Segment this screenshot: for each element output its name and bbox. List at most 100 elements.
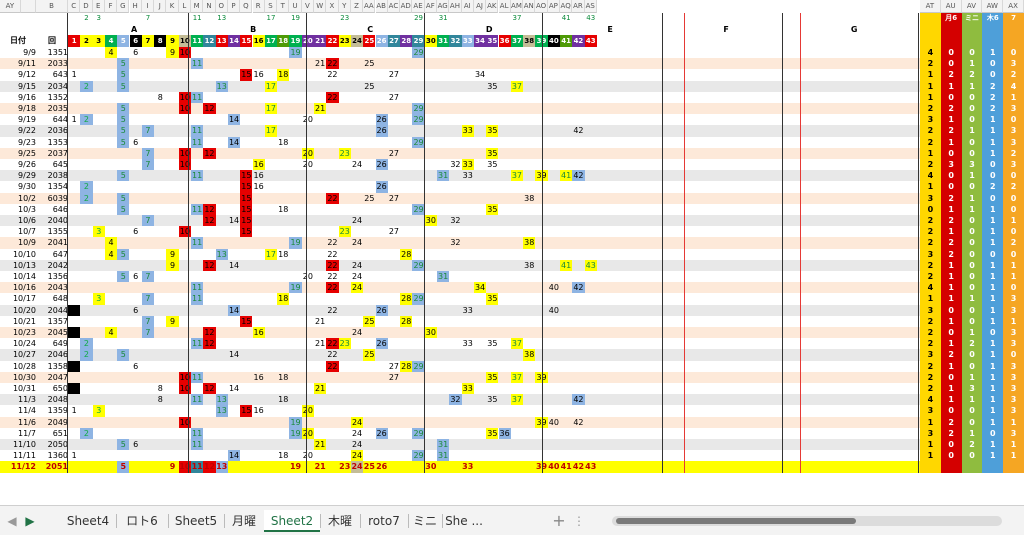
stats-count[interactable]: 0	[969, 361, 975, 371]
stats-count[interactable]: 0	[1010, 350, 1017, 360]
stats-count[interactable]: 1	[948, 361, 954, 371]
header-number[interactable]: 2	[84, 14, 89, 22]
drawn-number[interactable]: 25	[363, 349, 376, 361]
drawn-number[interactable]: 26	[375, 427, 388, 439]
header-number[interactable]: 11	[192, 14, 202, 22]
drawn-number[interactable]: 16	[252, 159, 265, 171]
stats-count[interactable]: 1	[969, 126, 975, 136]
drawn-number[interactable]: 1	[68, 383, 81, 395]
stats-count[interactable]: 0	[1010, 283, 1017, 293]
number-strip-cell[interactable]: 39	[535, 35, 548, 47]
drawn-number[interactable]: 14	[227, 114, 241, 126]
drawn-number[interactable]: 3	[92, 405, 105, 417]
drawn-number[interactable]: 33	[461, 383, 474, 395]
column-header[interactable]: AE	[412, 0, 425, 13]
sheet-tab[interactable]: 月曜	[231, 514, 256, 528]
drawn-number[interactable]: 19	[289, 47, 302, 59]
stats-count[interactable]: 1	[1010, 216, 1017, 225]
row-date[interactable]: 10/20	[12, 305, 36, 315]
number-strip-cell[interactable]: 42	[572, 35, 585, 47]
drawn-number[interactable]: 14	[228, 384, 240, 393]
stats-count[interactable]: 2	[1010, 70, 1017, 80]
stats-count[interactable]: 2	[927, 126, 934, 136]
drawn-number[interactable]: 22	[327, 238, 338, 248]
stats-count[interactable]: 0	[990, 328, 996, 337]
stats-count[interactable]: 1	[969, 204, 975, 214]
drawn-number[interactable]: 11	[191, 394, 204, 406]
row-kai[interactable]: 2045	[47, 328, 68, 337]
row-kai[interactable]: 2033	[47, 59, 68, 69]
drawn-number[interactable]: 35	[486, 371, 499, 383]
column-header[interactable]: AY	[0, 0, 21, 13]
stats-count[interactable]: 4	[927, 283, 934, 293]
drawn-number[interactable]: 39	[535, 371, 548, 383]
drawn-number[interactable]: 11	[191, 371, 204, 383]
row-date[interactable]: 10/10	[12, 249, 36, 259]
stats-count[interactable]: 1	[948, 283, 954, 293]
stats-count[interactable]: 1	[969, 59, 975, 69]
row-date[interactable]: 9/23	[18, 137, 36, 147]
stats-count[interactable]: 1	[990, 227, 996, 237]
number-strip-cell[interactable]: 40	[547, 35, 560, 47]
drawn-number[interactable]: 19	[289, 282, 302, 294]
drawn-number[interactable]: 7	[141, 147, 155, 159]
drawn-number[interactable]: 10	[178, 383, 191, 395]
column-header[interactable]: AM	[510, 0, 524, 13]
column-header[interactable]: Q	[240, 0, 253, 13]
stats-count[interactable]: 3	[1010, 428, 1017, 438]
drawn-number[interactable]: 5	[117, 136, 130, 148]
column-header[interactable]: AQ	[560, 0, 573, 13]
current-row-number[interactable]: 25	[363, 462, 375, 472]
stats-count[interactable]: 0	[969, 260, 975, 270]
stats-count[interactable]: 0	[990, 428, 996, 438]
drawn-number[interactable]: 20	[302, 272, 313, 281]
drawn-number[interactable]: 22	[326, 360, 339, 372]
drawn-number[interactable]: 15	[240, 405, 253, 417]
stats-count[interactable]: 0	[948, 182, 954, 192]
drawn-number[interactable]: 28	[400, 315, 413, 327]
number-strip-cell[interactable]: 33	[461, 35, 474, 47]
drawn-number[interactable]: 22	[326, 192, 339, 204]
column-header[interactable]: AC	[387, 0, 401, 13]
stats-count[interactable]: 0	[948, 451, 954, 461]
stats-count[interactable]: 0	[1010, 48, 1017, 57]
drawn-number[interactable]: 28	[400, 360, 413, 372]
column-header[interactable]: Z	[350, 0, 364, 13]
stats-count[interactable]: 2	[927, 260, 934, 270]
number-strip-cell[interactable]: 15	[240, 35, 253, 47]
drawn-number[interactable]: 21	[315, 316, 326, 326]
stats-count[interactable]: 1	[990, 316, 996, 326]
column-header[interactable]: AU	[940, 0, 962, 13]
drawn-number[interactable]: 29	[412, 450, 425, 462]
drawn-number[interactable]: 5	[117, 103, 130, 115]
tabs-more-icon[interactable]: ⋮	[573, 514, 585, 528]
drawn-number[interactable]: 21	[314, 439, 327, 451]
drawn-number[interactable]: 15	[240, 192, 253, 204]
stats-count[interactable]: 1	[948, 272, 954, 281]
drawn-number[interactable]: 36	[498, 427, 511, 439]
drawn-number[interactable]: 22	[327, 305, 338, 315]
stats-count[interactable]: 3	[927, 249, 934, 259]
header-number[interactable]: 29	[414, 14, 423, 22]
stats-count[interactable]: 2	[948, 350, 954, 360]
drawn-number[interactable]: 9	[166, 248, 179, 260]
drawn-number[interactable]: 35	[486, 125, 499, 137]
stats-count[interactable]: 1	[927, 294, 934, 304]
sheet-tab[interactable]: roto7	[368, 514, 400, 528]
row-kai[interactable]: 2049	[47, 417, 68, 427]
column-header[interactable]: AJ	[473, 0, 487, 13]
drawn-number[interactable]: 37	[510, 371, 524, 383]
drawn-number[interactable]: 18	[278, 137, 289, 147]
number-strip-cell[interactable]: 32	[449, 35, 462, 47]
stats-count[interactable]: 0	[990, 70, 996, 80]
drawn-number[interactable]: 18	[278, 395, 289, 405]
drawn-number[interactable]: 16	[253, 182, 264, 192]
row-date[interactable]: 9/29	[18, 171, 36, 181]
row-kai[interactable]: 651	[52, 428, 68, 438]
drawn-number[interactable]: 41	[560, 259, 573, 271]
drawn-number[interactable]: 1	[71, 70, 77, 80]
stats-count[interactable]: 1	[990, 372, 996, 382]
drawn-number[interactable]: 38	[523, 349, 536, 361]
number-strip-cell[interactable]: 13	[215, 35, 228, 47]
number-strip-cell[interactable]: 21	[314, 35, 327, 47]
